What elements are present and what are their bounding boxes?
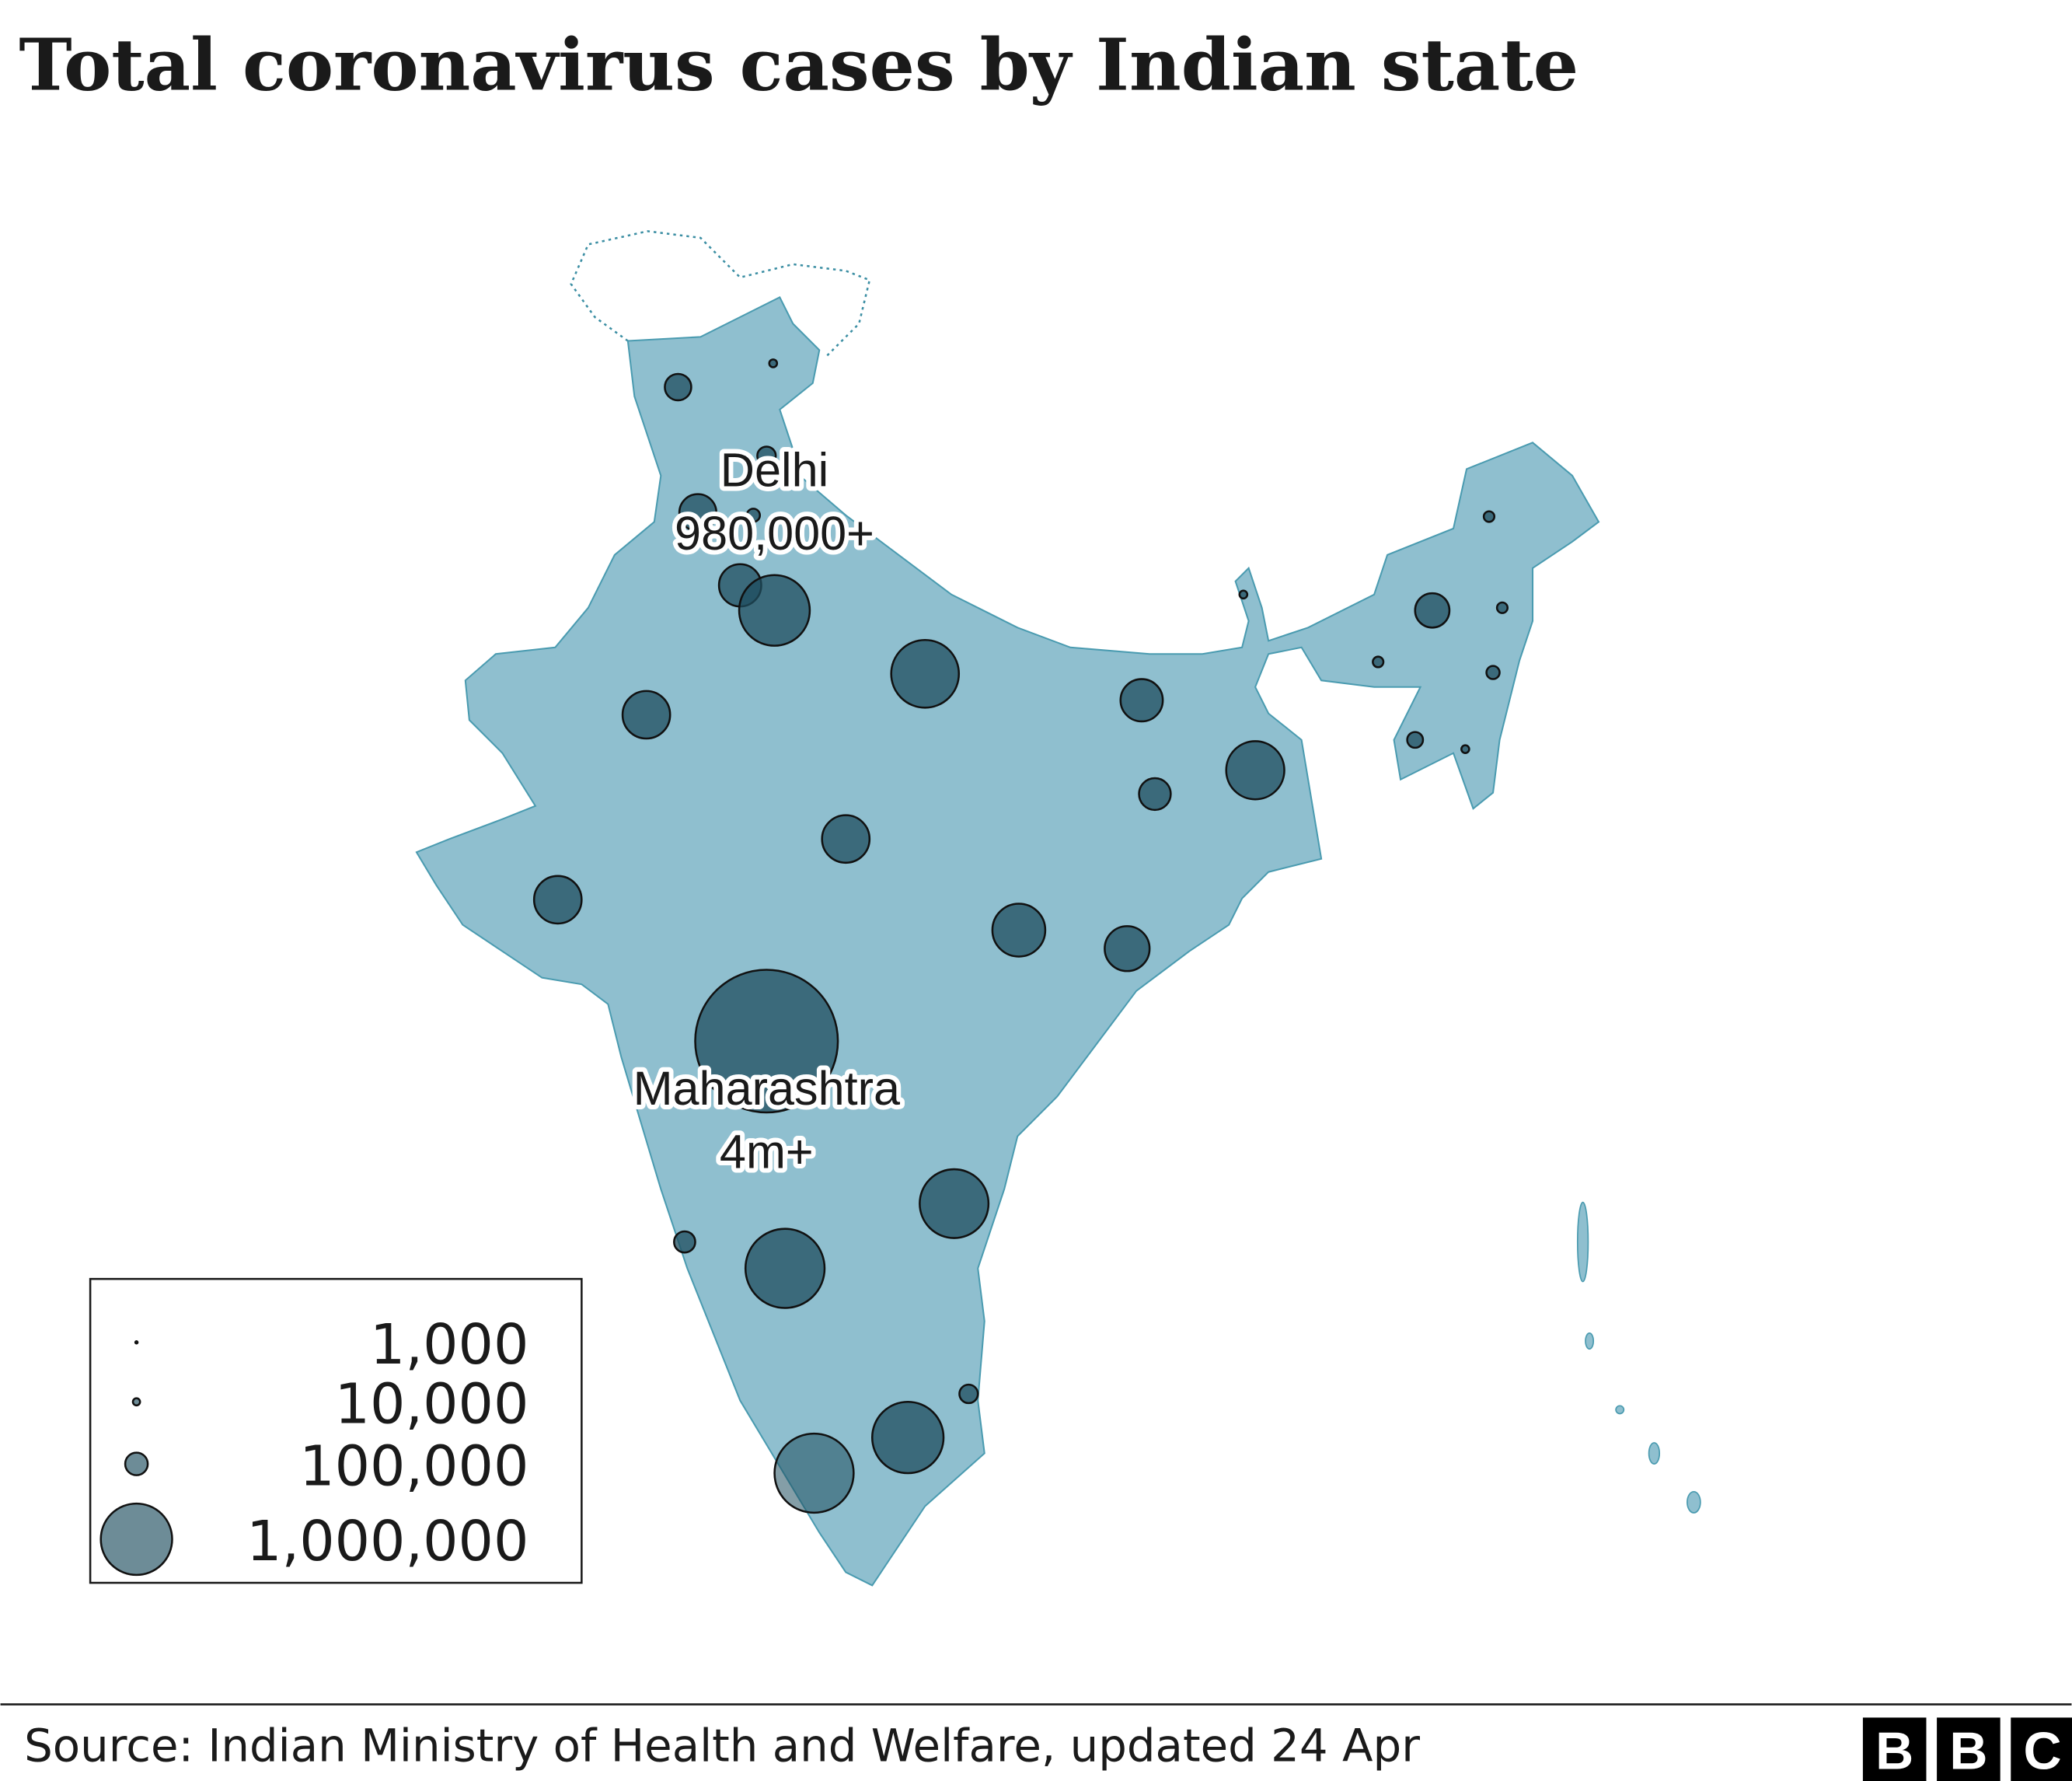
case-bubble (890, 638, 961, 709)
logo-block (2011, 1717, 2072, 1781)
case-bubble (1238, 589, 1249, 600)
case-bubble (678, 493, 717, 533)
case-bubble (664, 372, 692, 402)
annotation-name: Maharashtra (633, 1062, 901, 1115)
case-bubble (870, 1400, 945, 1475)
legend-label: 10,000 (335, 1371, 529, 1436)
case-bubble (738, 574, 811, 647)
case-bubble (991, 903, 1047, 958)
annotation-value: 4m+ (720, 1125, 814, 1178)
case-bubble (773, 1432, 855, 1514)
case-bubble (1406, 731, 1425, 749)
logo-letter: B (1875, 1722, 1913, 1781)
case-bubble (1482, 510, 1496, 523)
case-bubble (1495, 601, 1509, 614)
logo-letter: B (1949, 1722, 1987, 1781)
legend-label: 1,000 (370, 1312, 528, 1377)
legend-bubble (99, 1502, 173, 1577)
legend-bubble (124, 1451, 149, 1476)
disputed-border (570, 230, 871, 358)
annotation-value: 980,000+ (675, 507, 874, 560)
case-bubble (744, 1227, 826, 1309)
case-bubble (919, 1168, 990, 1239)
case-bubble (821, 814, 871, 864)
case-bubble (694, 969, 839, 1114)
legend-label: 100,000 (299, 1434, 528, 1498)
islands (1576, 1201, 1701, 1514)
legend-bubble (134, 1340, 139, 1345)
case-bubble (1119, 678, 1164, 723)
case-bubble (1138, 777, 1172, 812)
legend-label: 1,000,000 (246, 1509, 528, 1573)
title: Total coronavirus cases by Indian state (19, 23, 1578, 107)
case-bubble (1414, 592, 1451, 629)
case-bubble (768, 358, 779, 368)
case-bubble (1372, 655, 1385, 669)
case-bubble (756, 445, 777, 466)
annotation-name: Delhi (720, 443, 828, 496)
case-bubble (1225, 740, 1285, 801)
case-bubble (958, 1383, 979, 1405)
case-bubble (673, 1230, 696, 1254)
logo-block (1862, 1717, 1927, 1781)
case-bubble (1485, 665, 1501, 680)
logo-letter: C (2024, 1722, 2062, 1781)
case-bubble (1104, 925, 1151, 973)
case-bubble (745, 508, 762, 523)
case-bubble (532, 875, 583, 925)
case-bubble (1460, 744, 1470, 754)
source: Source: Indian Ministry of Health and We… (24, 1720, 1420, 1772)
legend-bubble (131, 1397, 141, 1407)
logo-block (1937, 1717, 2000, 1781)
case-bubble (621, 690, 671, 740)
